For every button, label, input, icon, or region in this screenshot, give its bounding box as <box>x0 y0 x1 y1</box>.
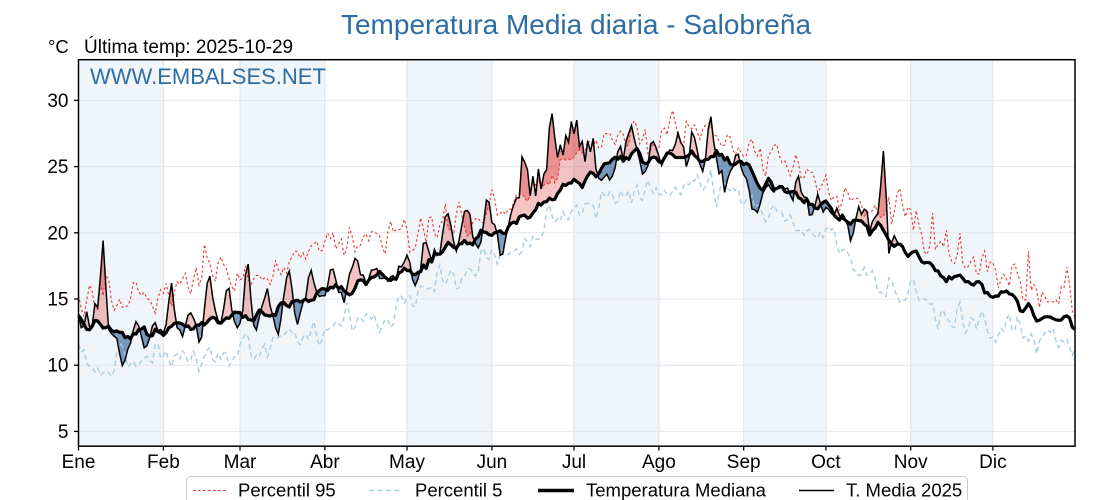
svg-text:20: 20 <box>47 223 68 244</box>
svg-text:Mar: Mar <box>224 452 257 473</box>
svg-text:Sep: Sep <box>727 452 761 473</box>
svg-text:15: 15 <box>47 290 68 311</box>
svg-text:5: 5 <box>58 422 69 443</box>
svg-text:Temperatura Mediana: Temperatura Mediana <box>586 480 767 500</box>
svg-text:Temperatura Media diaria - Sal: Temperatura Media diaria - Salobreña <box>341 9 811 40</box>
svg-text:Feb: Feb <box>147 452 180 473</box>
svg-text:T. Media 2025: T. Media 2025 <box>846 480 962 500</box>
svg-text:10: 10 <box>47 356 68 377</box>
svg-text:Ago: Ago <box>642 452 676 473</box>
svg-text:Oct: Oct <box>811 452 841 473</box>
svg-text:WWW.EMBALSES.NET: WWW.EMBALSES.NET <box>90 64 326 89</box>
svg-text:May: May <box>389 452 425 473</box>
svg-text:Última temp: 2025-10-29: Última temp: 2025-10-29 <box>84 36 293 58</box>
svg-text:30: 30 <box>47 91 68 112</box>
svg-text:Ene: Ene <box>62 452 96 473</box>
svg-text:°C: °C <box>48 36 69 57</box>
svg-text:Nov: Nov <box>894 452 928 473</box>
svg-text:Percentil 5: Percentil 5 <box>415 480 502 500</box>
svg-text:Percentil 95: Percentil 95 <box>238 480 336 500</box>
svg-text:25: 25 <box>47 157 68 178</box>
svg-text:Dic: Dic <box>979 452 1006 473</box>
svg-text:Abr: Abr <box>310 452 340 473</box>
svg-text:Jul: Jul <box>562 452 586 473</box>
svg-text:Jun: Jun <box>477 452 508 473</box>
